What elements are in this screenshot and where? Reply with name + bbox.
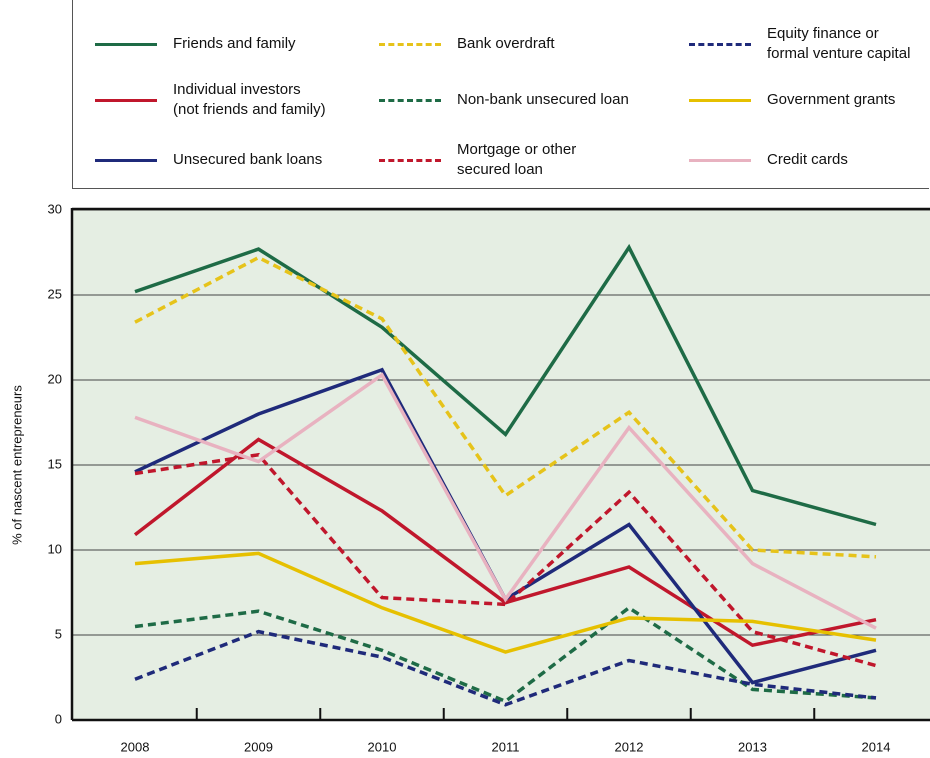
x-tick-label: 2009 (244, 739, 273, 754)
legend-item: Friends and family (95, 34, 296, 54)
legend-swatch (379, 42, 441, 46)
legend-label: Non-bank unsecured loan (457, 91, 629, 108)
legend-label: Equity finance or formal venture capital (767, 25, 911, 62)
legend-swatch (95, 42, 157, 46)
series-line (134, 255, 877, 559)
y-axis-label: % of nascent entrepreneurs (9, 385, 24, 545)
legend-item: Unsecured bank loans (95, 150, 322, 170)
legend-swatch (689, 98, 751, 102)
legend-swatch (379, 158, 441, 162)
x-tick-label: 2008 (121, 739, 150, 754)
series-line (134, 551, 877, 654)
legend-swatch (95, 158, 157, 162)
x-tick-label: 2011 (492, 739, 520, 754)
y-tick-label: 10 (48, 541, 62, 556)
x-tick-label: 2012 (615, 739, 644, 754)
legend-swatch (95, 98, 157, 102)
series-line (134, 372, 877, 630)
y-tick-label: 0 (55, 711, 62, 726)
legend-label: Friends and family (173, 35, 296, 52)
legend-swatch (689, 42, 751, 46)
legend-swatch (379, 98, 441, 102)
series-line (134, 629, 877, 707)
series-line (134, 243, 877, 527)
series-line (134, 452, 877, 668)
legend-item: Credit cards (689, 150, 848, 170)
y-tick-label: 15 (48, 456, 62, 471)
x-tick-label: 2013 (738, 739, 767, 754)
legend-item: Government grants (689, 90, 895, 110)
y-tick-label: 20 (48, 371, 62, 386)
y-tick-label: 25 (48, 286, 62, 301)
legend-label: Credit cards (767, 151, 848, 168)
legend-item: Non-bank unsecured loan (379, 90, 629, 110)
legend-label: Mortgage or other secured loan (457, 141, 577, 178)
legend-item: Mortgage or other secured loan (379, 140, 576, 180)
series-line (134, 605, 877, 704)
legend-label: Government grants (767, 91, 896, 108)
series-line (133, 437, 877, 648)
legend-label: Unsecured bank loans (173, 151, 323, 168)
legend-swatch (689, 158, 751, 162)
x-tick-label: 2014 (862, 739, 891, 754)
legend-item: Equity finance or formal venture capital (689, 24, 910, 64)
legend: Friends and family Individual investors (… (72, 0, 929, 189)
legend-label: Individual investors (not friends and fa… (173, 81, 326, 118)
legend-item: Bank overdraft (379, 34, 555, 54)
legend-label: Bank overdraft (457, 35, 555, 52)
legend-item: Individual investors (not friends and fa… (95, 80, 326, 120)
y-tick-label: 5 (55, 626, 62, 641)
y-tick-label: 30 (48, 201, 62, 216)
x-tick-label: 2010 (368, 739, 397, 754)
